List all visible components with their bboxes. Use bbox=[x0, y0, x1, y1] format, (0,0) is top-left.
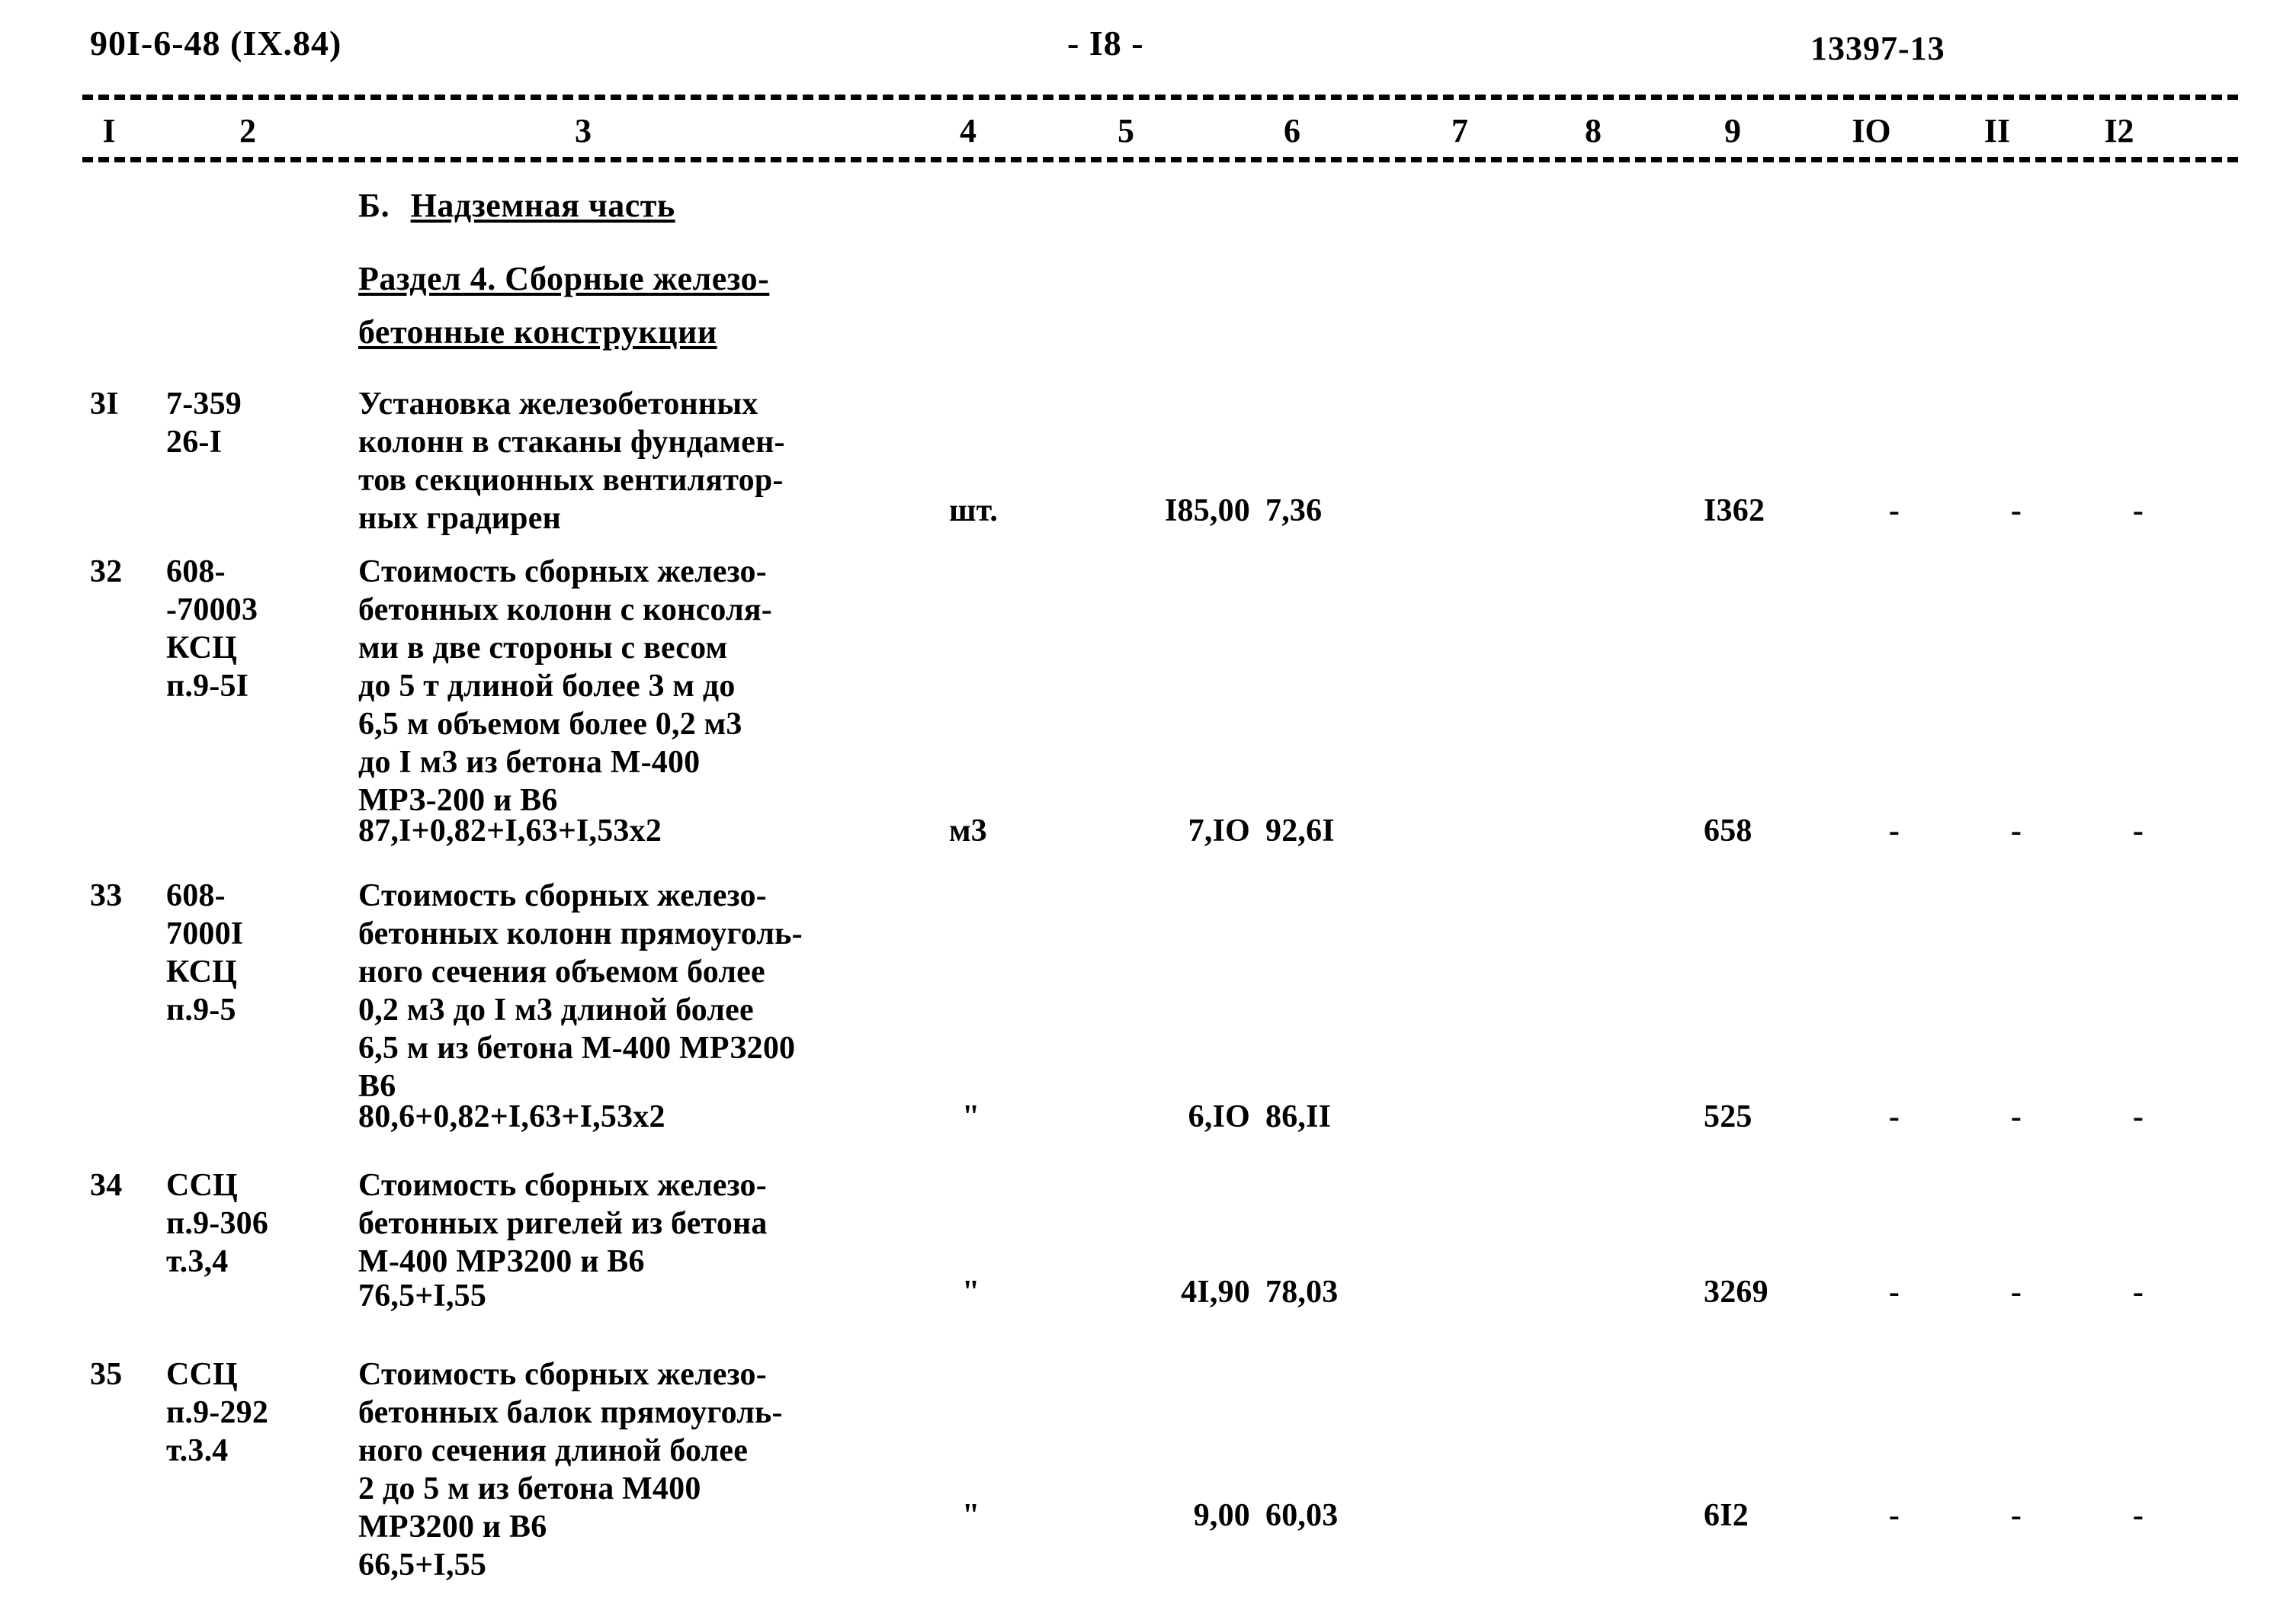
row-formula: 76,5+I,55 bbox=[358, 1278, 487, 1314]
column-number-5: 5 bbox=[1118, 112, 1134, 149]
column-number-6: 6 bbox=[1284, 112, 1300, 149]
row-col11: - bbox=[2010, 1099, 2022, 1134]
section-part-label: Б. bbox=[358, 187, 390, 224]
row-description: Стоимость сборных железо- бетонных колон… bbox=[358, 878, 803, 1104]
column-number-8: 8 bbox=[1585, 112, 1602, 149]
row-quantity: I85,00 bbox=[1164, 493, 1250, 528]
section-heading-chapter-line2: бетонные конструкции bbox=[358, 313, 717, 351]
row-unit: " bbox=[962, 1099, 980, 1134]
document-number: 13397-13 bbox=[1810, 30, 1945, 67]
row-description: Стоимость сборных железо- бетонных балок… bbox=[358, 1357, 783, 1583]
row-code: 7-359 26-I bbox=[166, 387, 242, 460]
row-col11: - bbox=[2010, 493, 2022, 528]
row-quantity: 6,IO bbox=[1188, 1099, 1250, 1134]
row-code: ССЦ п.9-292 т.3.4 bbox=[166, 1357, 269, 1468]
row-unit: шт. bbox=[949, 493, 999, 528]
row-number: 33 bbox=[90, 878, 123, 913]
row-unit-price: 92,6I bbox=[1265, 813, 1335, 848]
section-heading-chapter-line1: Раздел 4. Сборные железо- bbox=[358, 259, 769, 298]
row-total: 6I2 bbox=[1704, 1498, 1749, 1533]
row-quantity: 9,00 bbox=[1193, 1498, 1250, 1533]
section-part-title: Надземная часть bbox=[410, 187, 675, 224]
table-rule-bottom bbox=[82, 157, 2238, 162]
row-col12: - bbox=[2132, 1498, 2144, 1533]
row-col10: - bbox=[1888, 1099, 1900, 1134]
row-formula: 80,6+0,82+I,63+I,53x2 bbox=[358, 1099, 665, 1134]
row-unit-price: 7,36 bbox=[1265, 493, 1323, 528]
row-col11: - bbox=[2010, 813, 2022, 848]
row-col12: - bbox=[2132, 1099, 2144, 1134]
column-number-9: 9 bbox=[1724, 112, 1741, 149]
row-description: Стоимость сборных железо- бетонных ригел… bbox=[358, 1168, 768, 1279]
row-description: Стоимость сборных железо- бетонных колон… bbox=[358, 554, 772, 818]
row-col11: - bbox=[2010, 1275, 2022, 1310]
document-header: 90I-6-48 (IX.84) - I8 - 13397-13 bbox=[0, 23, 2296, 76]
column-number-7: 7 bbox=[1451, 112, 1468, 149]
table-rule-top bbox=[82, 95, 2238, 100]
row-col11: - bbox=[2010, 1498, 2022, 1533]
chapter-title-line2: бетонные конструкции bbox=[358, 313, 717, 351]
row-col12: - bbox=[2132, 493, 2144, 528]
column-number-4: 4 bbox=[960, 112, 976, 149]
chapter-title-line1: Раздел 4. Сборные железо- bbox=[358, 260, 770, 297]
row-col10: - bbox=[1888, 1498, 1900, 1533]
column-number-row: I 2 3 4 5 6 7 8 9 IO II I2 bbox=[0, 111, 2296, 157]
row-col12: - bbox=[2132, 1275, 2144, 1310]
column-number-1: I bbox=[102, 112, 116, 149]
row-quantity: 7,IO bbox=[1188, 813, 1250, 848]
row-unit: " bbox=[962, 1498, 980, 1533]
row-code: ССЦ п.9-306 т.3,4 bbox=[166, 1168, 269, 1279]
row-col10: - bbox=[1888, 493, 1900, 528]
page-number: - I8 - bbox=[1067, 24, 1144, 63]
row-col12: - bbox=[2132, 813, 2144, 848]
section-heading-part: Б. Надземная часть bbox=[358, 186, 675, 225]
row-total: 658 bbox=[1704, 813, 1752, 848]
row-total: I362 bbox=[1704, 493, 1765, 528]
row-code: 608- 7000I КСЦ п.9-5 bbox=[166, 878, 244, 1028]
column-number-11: II bbox=[1983, 112, 2011, 149]
document-code: 90I-6-48 (IX.84) bbox=[90, 24, 342, 63]
row-description: Установка железобетонных колонн в стакан… bbox=[358, 387, 785, 536]
column-number-10: IO bbox=[1852, 112, 1891, 149]
row-unit-price: 60,03 bbox=[1265, 1498, 1339, 1533]
row-unit: " bbox=[962, 1275, 980, 1310]
row-col10: - bbox=[1888, 813, 1900, 848]
column-number-12: I2 bbox=[2104, 112, 2134, 149]
row-formula: 87,I+0,82+I,63+I,53x2 bbox=[358, 813, 662, 848]
row-unit-price: 86,II bbox=[1265, 1099, 1332, 1134]
row-quantity: 4I,90 bbox=[1181, 1275, 1250, 1310]
column-number-3: 3 bbox=[575, 112, 592, 149]
row-total: 525 bbox=[1704, 1099, 1752, 1134]
row-number: 3I bbox=[90, 387, 119, 422]
row-col10: - bbox=[1888, 1275, 1900, 1310]
row-number: 32 bbox=[90, 554, 123, 589]
row-number: 34 bbox=[90, 1168, 123, 1203]
column-number-2: 2 bbox=[239, 112, 256, 149]
row-total: 3269 bbox=[1704, 1275, 1768, 1310]
row-code: 608- -70003 КСЦ п.9-5I bbox=[166, 554, 258, 704]
row-number: 35 bbox=[90, 1357, 123, 1392]
row-unit-price: 78,03 bbox=[1265, 1275, 1339, 1310]
row-unit: м3 bbox=[949, 813, 988, 848]
